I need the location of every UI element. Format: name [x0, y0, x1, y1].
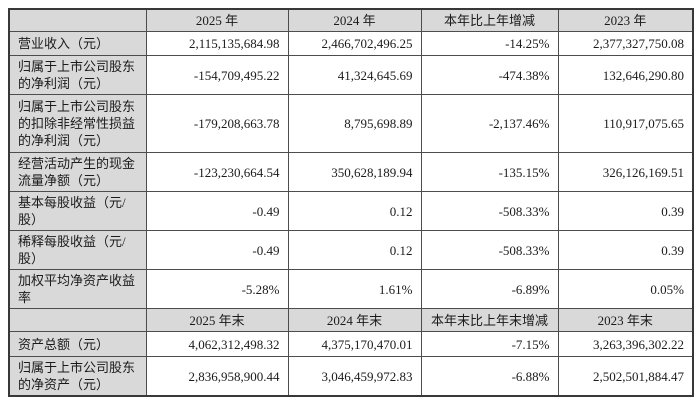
value-change: -508.33%	[420, 191, 559, 231]
value-2025: -154,709,495.22	[145, 55, 289, 95]
value-2024: 4,375,170,470.01	[287, 331, 422, 357]
table-row-revenue: 营业收入（元） 2,115,135,684.98 2,466,702,496.2…	[8, 31, 694, 56]
value-2025: -123,230,664.54	[145, 152, 289, 192]
value-2024: 8,795,698.89	[287, 94, 422, 153]
col-header-period-end-change: 本年末比上年末增减	[420, 308, 559, 332]
value-2025: -0.49	[145, 230, 289, 270]
value-2024: 2,466,702,496.25	[287, 31, 422, 56]
row-label: 经营活动产生的现金流量净额（元）	[8, 152, 147, 192]
value-2024: 41,324,645.69	[287, 55, 422, 95]
col-header-yoy-change: 本年比上年增减	[420, 8, 559, 32]
value-change: -14.25%	[420, 31, 559, 56]
col-header-2024-end: 2024 年末	[287, 308, 422, 332]
value-2024: 0.12	[287, 230, 422, 270]
col-header-2023-end: 2023 年末	[557, 308, 694, 332]
value-2024: 0.12	[287, 191, 422, 231]
row-label: 归属于上市公司股东的净利润（元）	[8, 55, 147, 95]
row-label: 归属于上市公司股东的净资产（元）	[8, 356, 147, 397]
value-2025: 2,836,958,900.44	[145, 356, 289, 397]
value-change: -474.38%	[420, 55, 559, 95]
table-row-net-profit: 归属于上市公司股东的净利润（元） -154,709,495.22 41,324,…	[8, 55, 694, 95]
table-row-weighted-avg-roe: 加权平均净资产收益率 -5.28% 1.61% -6.89% 0.05%	[8, 269, 694, 309]
value-2024: 350,628,189.94	[287, 152, 422, 192]
table-row-basic-eps: 基本每股收益（元/股） -0.49 0.12 -508.33% 0.39	[8, 191, 694, 231]
value-change: -508.33%	[420, 230, 559, 270]
value-change: -7.15%	[420, 331, 559, 357]
value-2023: 110,917,075.65	[557, 94, 694, 153]
value-2025: 4,062,312,498.32	[145, 331, 289, 357]
table-row-net-assets: 归属于上市公司股东的净资产（元） 2,836,958,900.44 3,046,…	[8, 356, 694, 397]
value-2023: 326,126,169.51	[557, 152, 694, 192]
value-2025: -0.49	[145, 191, 289, 231]
value-2023: 0.39	[557, 230, 694, 270]
table-row-total-assets: 资产总额（元） 4,062,312,498.32 4,375,170,470.0…	[8, 331, 694, 357]
value-2024: 3,046,459,972.83	[287, 356, 422, 397]
value-change: -135.15%	[420, 152, 559, 192]
header-row-annual: 2025 年 2024 年 本年比上年增减 2023 年	[8, 8, 694, 32]
col-header-2023: 2023 年	[557, 8, 694, 32]
col-header-2024: 2024 年	[287, 8, 422, 32]
value-2024: 1.61%	[287, 269, 422, 309]
value-2023: 3,263,396,302.22	[557, 331, 694, 357]
row-label: 稀释每股收益（元/股）	[8, 230, 147, 270]
row-label: 归属于上市公司股东的扣除非经常性损益的净利润（元）	[8, 94, 147, 153]
table-row-diluted-eps: 稀释每股收益（元/股） -0.49 0.12 -508.33% 0.39	[8, 230, 694, 270]
value-2023: 0.39	[557, 191, 694, 231]
value-2025: -5.28%	[145, 269, 289, 309]
value-2023: 0.05%	[557, 269, 694, 309]
value-2023: 132,646,290.80	[557, 55, 694, 95]
value-change: -6.88%	[420, 356, 559, 397]
value-2023: 2,502,501,884.47	[557, 356, 694, 397]
row-label: 营业收入（元）	[8, 31, 147, 56]
value-change: -6.89%	[420, 269, 559, 309]
corner-blank-cell	[8, 8, 147, 32]
value-2023: 2,377,327,750.08	[557, 31, 694, 56]
col-header-2025: 2025 年	[145, 8, 289, 32]
table-row-operating-cash-flow: 经营活动产生的现金流量净额（元） -123,230,664.54 350,628…	[8, 152, 694, 192]
value-2025: 2,115,135,684.98	[145, 31, 289, 56]
table-row-net-profit-excl-nonrecurring: 归属于上市公司股东的扣除非经常性损益的净利润（元） -179,208,663.7…	[8, 94, 694, 153]
financial-summary-table: 2025 年 2024 年 本年比上年增减 2023 年 营业收入（元） 2,1…	[8, 8, 694, 397]
corner-blank-cell	[8, 308, 147, 332]
row-label: 资产总额（元）	[8, 331, 147, 357]
header-row-period-end: 2025 年末 2024 年末 本年末比上年末增减 2023 年末	[8, 308, 694, 332]
row-label: 基本每股收益（元/股）	[8, 191, 147, 231]
row-label: 加权平均净资产收益率	[8, 269, 147, 309]
col-header-2025-end: 2025 年末	[145, 308, 289, 332]
value-change: -2,137.46%	[420, 94, 559, 153]
value-2025: -179,208,663.78	[145, 94, 289, 153]
